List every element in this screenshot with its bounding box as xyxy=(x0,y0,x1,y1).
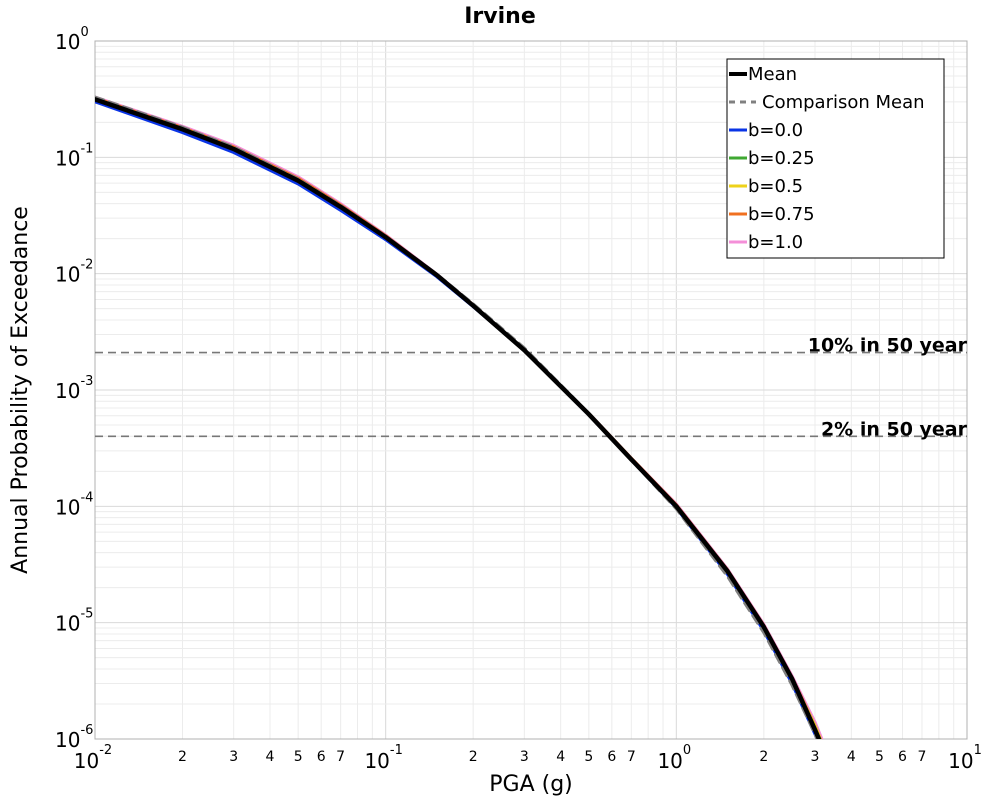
x-minor-tick-label: 5 xyxy=(875,749,884,765)
x-minor-tick-label: 4 xyxy=(556,749,565,765)
reference-label: 10% in 50 year xyxy=(808,335,968,357)
x-tick-base: 10 xyxy=(948,749,973,773)
x-minor-tick-label: 5 xyxy=(584,749,593,765)
x-minor-tick-label: 3 xyxy=(229,749,238,765)
x-minor-tick-label: 4 xyxy=(847,749,856,765)
legend-label: b=0.0 xyxy=(748,120,803,141)
x-minor-tick-label: 6 xyxy=(607,749,616,765)
y-tick-label: 10-4 xyxy=(55,490,93,519)
legend: Mean Comparison Mean b=0.0 b=0.25 b=0.5 b=0.7… xyxy=(726,58,945,259)
x-tick-label: 10-1 xyxy=(364,743,402,773)
y-tick-base: 10 xyxy=(55,728,80,752)
reference-lines: 10% in 50 year 2% in 50 year xyxy=(95,335,968,440)
x-minor-tick-label: 7 xyxy=(336,749,345,765)
legend-label: Comparison Mean xyxy=(762,92,925,113)
legend-label: b=0.5 xyxy=(748,176,803,197)
x-minor-tick-label: 4 xyxy=(266,749,275,765)
y-tick-label: 10-5 xyxy=(55,607,93,636)
x-tick-base: 10 xyxy=(657,749,682,773)
x-axis-label: PGA (g) xyxy=(489,772,573,797)
legend-label: b=1.0 xyxy=(748,232,803,253)
x-tick-base: 10 xyxy=(74,749,99,773)
x-minor-tick-label: 2 xyxy=(178,749,187,765)
y-tick-exponent: -5 xyxy=(80,607,93,622)
x-minor-tick-label: 7 xyxy=(627,749,636,765)
y-tick-exponent: -3 xyxy=(80,374,93,389)
x-tick-label: 100 xyxy=(657,743,691,773)
y-tick-exponent: -1 xyxy=(80,141,93,156)
plot-frame xyxy=(94,40,968,740)
x-minor-tick-label: 6 xyxy=(898,749,907,765)
legend-label: Mean xyxy=(748,64,797,85)
y-tick-base: 10 xyxy=(55,495,80,519)
y-axis-label: Annual Probability of Exceedance xyxy=(8,206,33,574)
x-minor-tick-label: 2 xyxy=(469,749,478,765)
x-minor-tick-label: 5 xyxy=(294,749,303,765)
series-line-mean xyxy=(95,97,822,739)
y-tick-base: 10 xyxy=(55,612,80,636)
y-tick-label: 10-3 xyxy=(55,374,93,403)
x-minor-tick-label: 2 xyxy=(759,749,768,765)
y-tick-label: 100 xyxy=(55,25,89,54)
series-lines xyxy=(95,95,824,739)
x-tick-exponent: -2 xyxy=(99,743,112,758)
y-tick-exponent: -2 xyxy=(80,258,93,273)
legend-label: b=0.75 xyxy=(748,204,815,225)
y-tick-label: 10-1 xyxy=(55,141,93,170)
x-minor-tick-label: 6 xyxy=(317,749,326,765)
y-tick-exponent: 0 xyxy=(80,25,88,40)
x-minor-tick-label: 3 xyxy=(811,749,820,765)
y-tick-base: 10 xyxy=(55,379,80,403)
x-minor-tick-label: 3 xyxy=(520,749,529,765)
y-tick-base: 10 xyxy=(55,30,80,54)
y-tick-label: 10-6 xyxy=(55,723,93,752)
chart-title: Irvine xyxy=(464,4,536,29)
x-tick-exponent: 1 xyxy=(974,743,982,758)
y-tick-exponent: -4 xyxy=(80,490,93,505)
y-tick-base: 10 xyxy=(55,263,80,287)
legend-box xyxy=(726,58,945,259)
legend-label: b=0.25 xyxy=(748,148,815,169)
x-minor-tick-label: 7 xyxy=(918,749,927,765)
x-tick-exponent: -1 xyxy=(390,743,403,758)
x-tick-label: 10-2 xyxy=(74,743,112,773)
y-tick-label: 10-2 xyxy=(55,258,93,287)
x-tick-base: 10 xyxy=(364,749,389,773)
y-tick-base: 10 xyxy=(55,146,80,170)
y-tick-exponent: -6 xyxy=(80,723,93,738)
x-tick-exponent: 0 xyxy=(683,743,691,758)
reference-label: 2% in 50 year xyxy=(821,418,968,440)
x-tick-label: 101 xyxy=(948,743,982,773)
